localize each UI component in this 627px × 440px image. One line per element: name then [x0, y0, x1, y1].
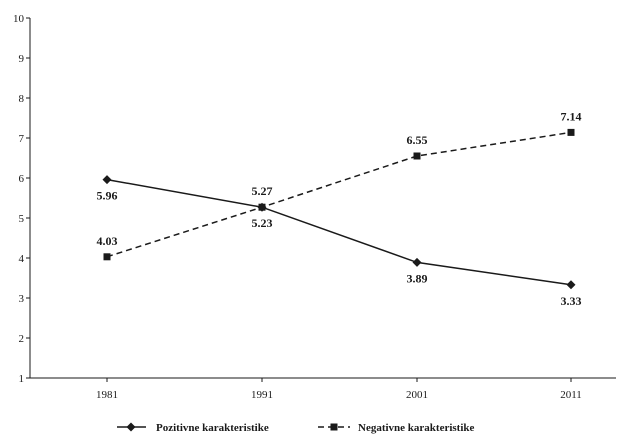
- legend-item-positive: Pozitivne karakteristike: [117, 422, 269, 434]
- data-point-positive: [566, 280, 576, 290]
- data-label-negative: 6.55: [407, 133, 428, 147]
- data-label-positive: 5.23: [252, 216, 273, 230]
- data-label-positive: 3.33: [561, 294, 582, 308]
- series-line-positive: [106, 178, 572, 286]
- x-tick-label: 2001: [406, 389, 428, 401]
- legend: Pozitivne karakteristike Negativne karakt…: [117, 422, 475, 434]
- y-axis-ticks: 1 2 3 4 5 6 7 8 9 10: [13, 13, 30, 385]
- y-tick-label: 2: [19, 333, 25, 345]
- y-tick-label: 1: [19, 373, 25, 385]
- data-label-positive: 5.96: [97, 189, 118, 203]
- data-point-negative: [258, 203, 266, 211]
- legend-item-negative: Negativne karakteristike: [318, 422, 475, 434]
- data-point-negative: [413, 152, 421, 160]
- y-tick-label: 3: [19, 293, 25, 305]
- series-positive: [102, 175, 576, 290]
- data-label-negative: 4.03: [97, 234, 118, 248]
- legend-marker-negative: [330, 423, 338, 431]
- data-label-positive: 3.89: [407, 271, 428, 285]
- y-tick-label: 4: [19, 253, 25, 265]
- x-tick-label: 2011: [560, 389, 582, 401]
- x-tick-label: 1981: [96, 389, 118, 401]
- data-label-negative: 7.14: [561, 109, 582, 123]
- y-tick-label: 8: [19, 93, 25, 105]
- data-point-positive: [102, 175, 112, 185]
- data-point-negative: [103, 253, 111, 261]
- data-label-negative: 5.27: [252, 184, 273, 198]
- series-line-negative: [106, 131, 572, 258]
- legend-marker-positive: [126, 422, 136, 432]
- data-point-positive: [412, 257, 422, 267]
- legend-label-positive: Pozitivne karakteristike: [156, 422, 269, 434]
- y-tick-label: 9: [19, 53, 25, 65]
- legend-label-negative: Negativne karakteristike: [358, 422, 475, 434]
- y-tick-label: 7: [19, 133, 25, 145]
- series-negative: [103, 128, 575, 261]
- x-tick-label: 1991: [251, 389, 273, 401]
- series-layer: [102, 128, 576, 290]
- y-tick-label: 10: [13, 13, 25, 25]
- y-tick-label: 5: [19, 213, 25, 225]
- y-tick-label: 6: [19, 173, 25, 185]
- data-labels-layer: 5.96 5.23 3.89 3.33 4.03 5.27 6.55 7.14: [97, 109, 582, 307]
- x-axis-ticks: 1981 1991 2001 2011: [96, 378, 582, 401]
- data-point-negative: [567, 128, 575, 136]
